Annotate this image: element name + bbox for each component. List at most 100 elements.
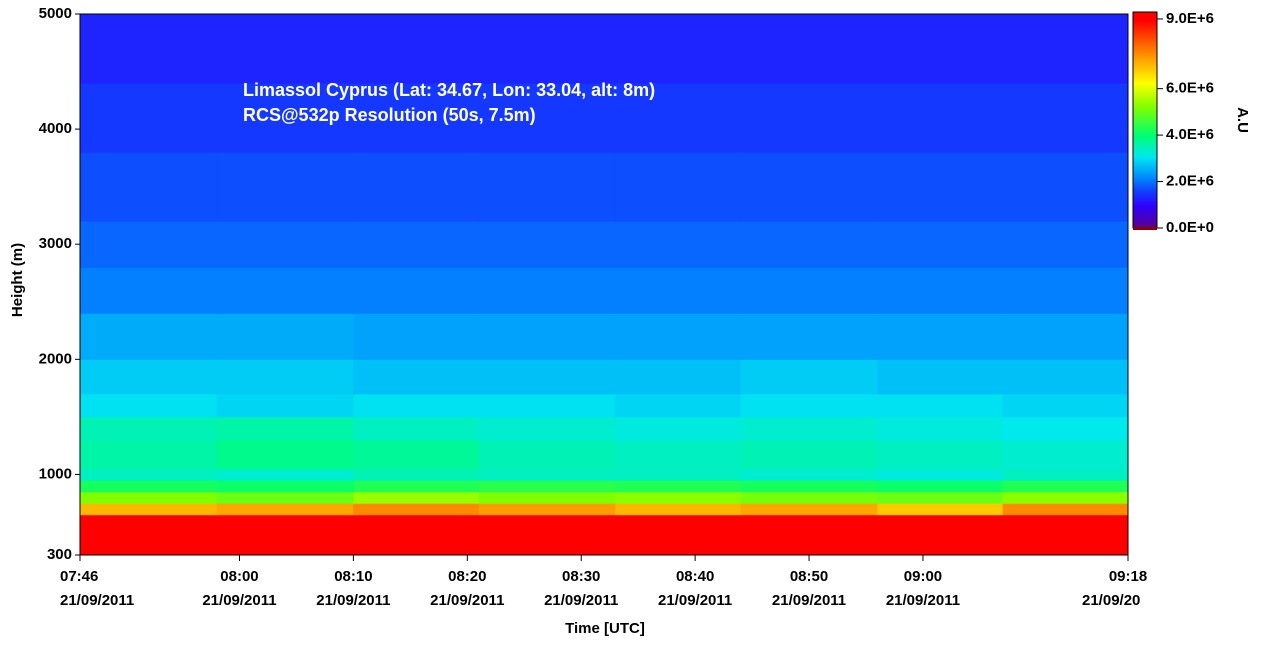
heatmap-cell — [216, 313, 354, 360]
heatmap-cell — [877, 439, 1004, 470]
heatmap-cell — [478, 468, 616, 481]
colorbar-tick-label: 6.0E+6 — [1166, 80, 1214, 97]
heatmap-cell — [80, 83, 218, 153]
heatmap-cell — [353, 393, 480, 418]
heatmap-cell — [877, 267, 1004, 314]
colorbar — [1132, 11, 1158, 229]
heatmap-cell — [740, 313, 878, 360]
heatmap-cell — [1002, 393, 1129, 418]
heatmap-cell — [877, 514, 1004, 556]
heatmap-cell — [478, 267, 616, 314]
heatmap-cell — [877, 491, 1004, 504]
heatmap-cell — [80, 514, 218, 556]
y-axis-label: Height (m) — [9, 243, 26, 317]
heatmap-cell — [740, 416, 878, 441]
heatmap-cell — [615, 503, 742, 516]
heatmap-cell — [216, 152, 354, 222]
heatmap-cell — [478, 152, 616, 222]
x-tick-date: 21/09/2011 — [430, 592, 504, 609]
heatmap-cell — [615, 14, 742, 84]
heatmap-cell — [615, 480, 742, 493]
heatmap-cell — [353, 267, 480, 314]
heatmap-cell — [216, 503, 354, 516]
heatmap-cell — [615, 359, 742, 395]
x-tick-date: 21/09/2011 — [658, 592, 732, 609]
heatmap-cell — [216, 267, 354, 314]
heatmap-cell — [1002, 267, 1129, 314]
heatmap-cell — [478, 221, 616, 268]
heatmap — [80, 14, 1129, 556]
colorbar-label: A.U — [1234, 107, 1251, 133]
heatmap-cell — [353, 416, 480, 441]
heatmap-cell — [216, 393, 354, 418]
heatmap-cell — [216, 83, 354, 153]
heatmap-cell — [615, 439, 742, 470]
heatmap-cell — [1002, 439, 1129, 470]
heatmap-cell — [216, 480, 354, 493]
x-tick-label: 07:46 — [60, 568, 98, 585]
heatmap-cell — [353, 14, 480, 84]
heatmap-cell — [216, 439, 354, 470]
heatmap-cell — [216, 491, 354, 504]
heatmap-cell — [80, 416, 218, 441]
y-tick-label: 2000 — [39, 350, 72, 367]
x-tick-label: 09:18 — [1109, 568, 1147, 585]
heatmap-cell — [1002, 14, 1129, 84]
heatmap-cell — [740, 83, 878, 153]
heatmap-cell — [478, 514, 616, 556]
heatmap-cell — [80, 14, 218, 84]
heatmap-cell — [1002, 152, 1129, 222]
y-tick-label: 1000 — [39, 465, 72, 482]
heatmap-cell — [80, 468, 218, 481]
x-axis-label: Time [UTC] — [565, 620, 645, 637]
heatmap-cell — [478, 439, 616, 470]
x-tick-date: 21/09/2011 — [772, 592, 846, 609]
heatmap-cell — [353, 313, 480, 360]
heatmap-cell — [615, 514, 742, 556]
heatmap-cell — [877, 221, 1004, 268]
heatmap-cell — [1002, 503, 1129, 516]
colorbar-tick-label: 4.0E+6 — [1166, 126, 1214, 143]
heatmap-cell — [478, 480, 616, 493]
x-tick-label: 08:00 — [220, 568, 258, 585]
colorbar-tick-label: 2.0E+6 — [1166, 173, 1214, 190]
heatmap-cell — [740, 221, 878, 268]
heatmap-cell — [353, 152, 480, 222]
heatmap-cell — [740, 468, 878, 481]
heatmap-cell — [740, 503, 878, 516]
x-tick-label: 08:10 — [334, 568, 372, 585]
heatmap-cell — [353, 491, 480, 504]
y-tick-label: 5000 — [39, 5, 72, 22]
heatmap-cell — [740, 359, 878, 395]
heatmap-cell — [216, 14, 354, 84]
colorbar-under — [1133, 227, 1157, 230]
heatmap-cell — [80, 393, 218, 418]
heatmap-cell — [216, 416, 354, 441]
heatmap-cell — [353, 468, 480, 481]
heatmap-cell — [615, 313, 742, 360]
heatmap-cell — [877, 393, 1004, 418]
x-tick-label: 08:30 — [562, 568, 600, 585]
heatmap-cell — [478, 416, 616, 441]
heatmap-cell — [877, 83, 1004, 153]
heatmap-cell — [216, 514, 354, 556]
heatmap-cell — [740, 267, 878, 314]
heatmap-cell — [216, 468, 354, 481]
heatmap-cell — [1002, 480, 1129, 493]
heatmap-cell — [877, 480, 1004, 493]
y-tick-label: 300 — [47, 546, 72, 563]
heatmap-cell — [877, 503, 1004, 516]
heatmap-cell — [80, 313, 218, 360]
heatmap-cell — [615, 83, 742, 153]
x-tick-date: 21/09/2011 — [202, 592, 276, 609]
heatmap-cell — [478, 491, 616, 504]
heatmap-cell — [80, 491, 218, 504]
heatmap-cell — [353, 480, 480, 493]
heatmap-cell — [1002, 468, 1129, 481]
heatmap-cell — [615, 416, 742, 441]
heatmap-cell — [478, 14, 616, 84]
heatmap-cell — [740, 491, 878, 504]
heatmap-cell — [740, 14, 878, 84]
heatmap-cell — [478, 393, 616, 418]
